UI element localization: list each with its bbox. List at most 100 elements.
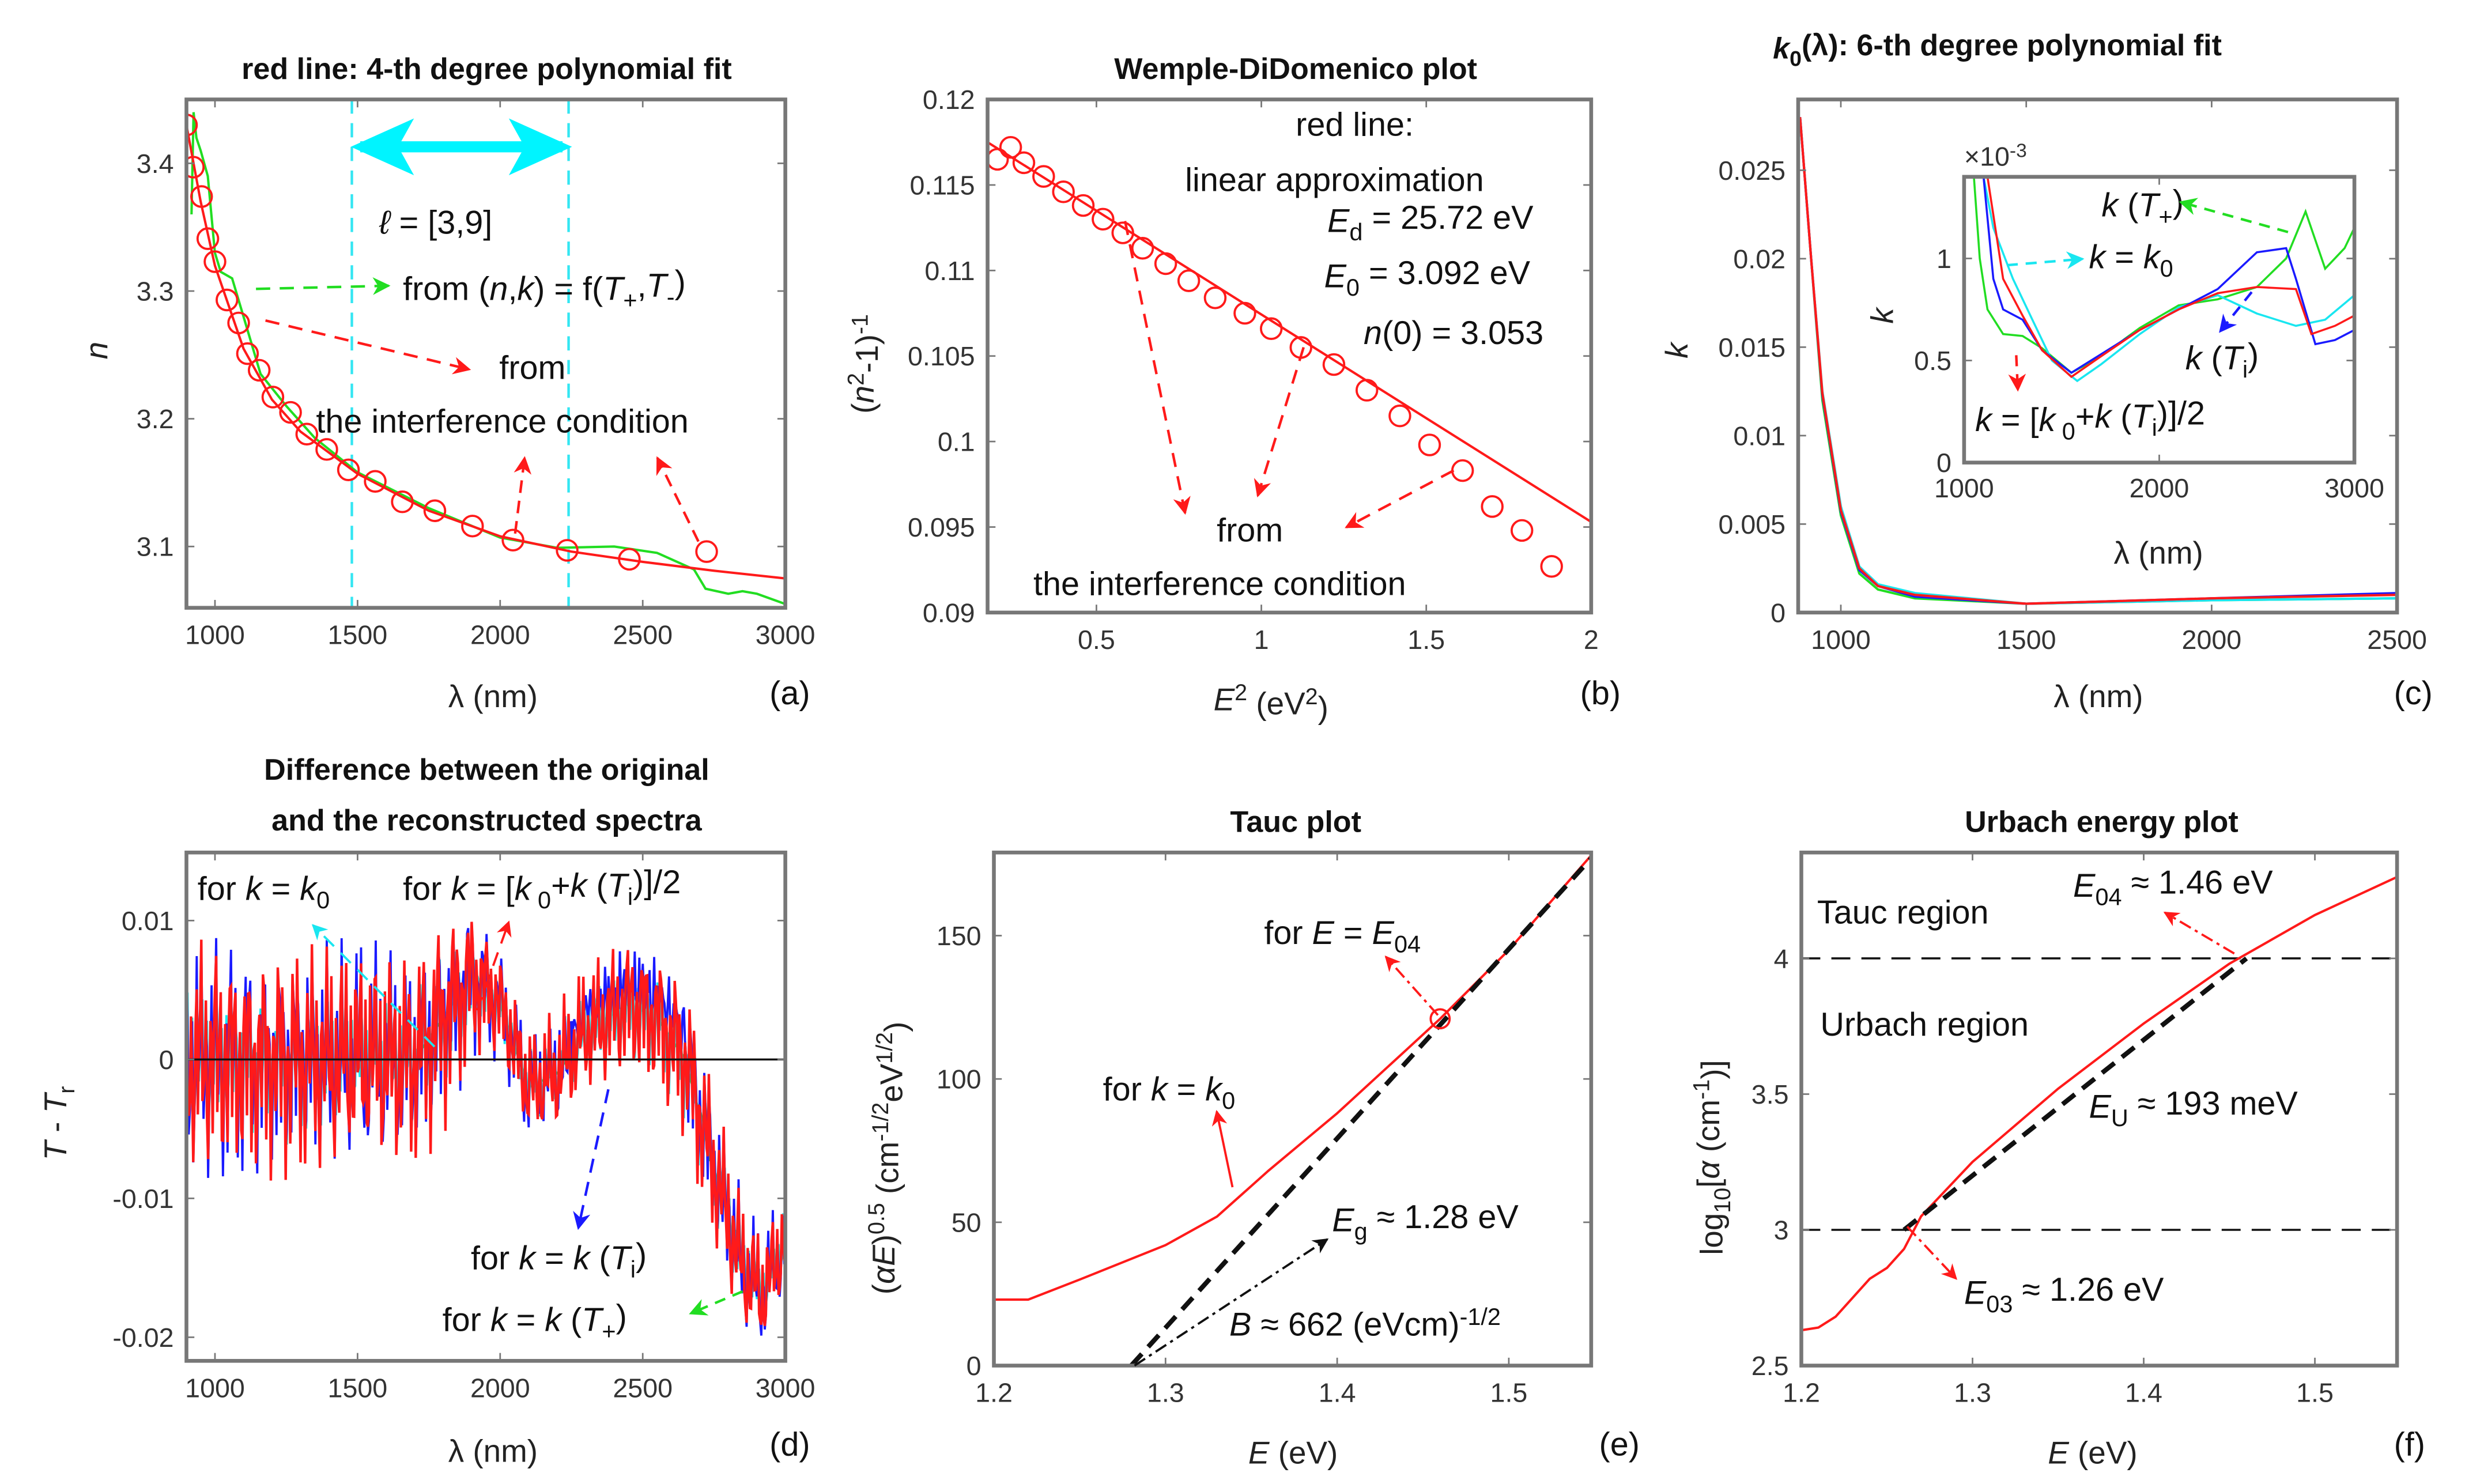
ed-label: Ed = 25.72 eV bbox=[1327, 199, 1534, 246]
text-segment: B bbox=[1229, 1306, 1251, 1343]
text-segment: k bbox=[490, 1301, 509, 1338]
text-segment: ≈ 1.28 eV bbox=[1368, 1199, 1519, 1236]
arrow-red bbox=[1123, 221, 1191, 515]
text-segment: k bbox=[2094, 398, 2113, 435]
x-tick-label: 0.5 bbox=[1078, 625, 1115, 655]
text-segment: ≈ 1.26 eV bbox=[2013, 1271, 2164, 1308]
data-point bbox=[295, 422, 319, 445]
text-segment: k bbox=[573, 1240, 592, 1277]
y-tick-label: 50 bbox=[952, 1207, 982, 1237]
series-red-line bbox=[186, 922, 786, 1326]
data-point bbox=[261, 386, 285, 409]
data-point bbox=[1154, 252, 1177, 275]
y-tick-label: 0.02 bbox=[1733, 244, 1785, 274]
data-point bbox=[1131, 237, 1154, 260]
text-segment: i bbox=[631, 1256, 636, 1283]
text-segment: n bbox=[845, 386, 881, 403]
y-tick-label: 0 bbox=[1771, 598, 1785, 628]
text-segment: ) = f( bbox=[534, 271, 603, 308]
plot-area bbox=[1799, 117, 2398, 605]
text-segment: )]/2 bbox=[633, 864, 681, 901]
tauc-linear-fit bbox=[1129, 856, 1591, 1366]
x-tick-label: 1.4 bbox=[1319, 1378, 1356, 1408]
text-segment: (eV) bbox=[1269, 1434, 1338, 1470]
urbach-region-label: Urbach region bbox=[1820, 1006, 2029, 1043]
data-point bbox=[556, 539, 579, 562]
panel-b-axes: 0.5 1 1.5 2 0.09 0.095 0.1 0.105 0.11 0.115 0.12 bbox=[908, 85, 1599, 655]
urbach-linear-fit bbox=[1902, 956, 2248, 1232]
panel-a-axes: 1000 1500 2000 2500 3000 3.1 3.2 3.3 3.4 bbox=[137, 97, 815, 650]
text-segment: ≈ 193 meV bbox=[2128, 1085, 2298, 1122]
data-point bbox=[1388, 404, 1411, 428]
text-segment: , bbox=[508, 271, 517, 308]
x-tick-label: 1.5 bbox=[2296, 1378, 2334, 1408]
text-segment: )]/2 bbox=[2157, 395, 2205, 432]
k-ti-label: k (Ti) bbox=[2185, 337, 2259, 383]
annotation-arrows bbox=[311, 911, 2235, 1367]
y-tick-label: 100 bbox=[937, 1064, 982, 1094]
text-segment: k bbox=[246, 870, 264, 907]
text-segment: = 25.72 eV bbox=[1362, 199, 1534, 236]
text-segment: for bbox=[443, 1301, 490, 1338]
data-point bbox=[203, 250, 227, 273]
x-tick-label: 1500 bbox=[328, 620, 388, 650]
inset-plot: 1000 2000 3000 0 0.5 1 bbox=[1914, 175, 2384, 503]
data-point bbox=[461, 515, 484, 538]
arrow-red bbox=[1384, 956, 1439, 1016]
x-tick-label: 1.5 bbox=[1407, 625, 1445, 655]
text-segment: d bbox=[1349, 218, 1362, 246]
for-kavg-label: for k = [k 0+k (Ti)]/2 bbox=[403, 864, 681, 913]
y-tick-label: 3 bbox=[1774, 1215, 1789, 1245]
x-tick-label: 2000 bbox=[2130, 473, 2190, 503]
text-segment: T bbox=[647, 267, 669, 304]
text-segment: g bbox=[1354, 1218, 1368, 1245]
text-segment: 1/2 bbox=[872, 1032, 897, 1064]
axes-frame bbox=[1796, 97, 2399, 615]
text-segment: k bbox=[451, 870, 469, 907]
panel-b-title: Wemple-DiDomenico plot bbox=[1114, 52, 1477, 86]
text-segment: ( bbox=[845, 403, 881, 413]
axes-frame bbox=[184, 850, 787, 1363]
arrow-cyan bbox=[311, 924, 436, 1048]
text-segment: -1 bbox=[847, 314, 873, 334]
text-segment: 0 bbox=[1346, 274, 1360, 301]
panel-c-xlabel: λ (nm) bbox=[2053, 678, 2143, 714]
y-tick-label: 1 bbox=[1936, 244, 1951, 274]
panel-b: Wemple-DiDomenico plot E2 (eV2) (n2-1)-1… bbox=[843, 52, 1621, 726]
text-segment: ) bbox=[616, 1298, 627, 1335]
y-tick-label: 0 bbox=[1936, 448, 1951, 478]
text-segment: ℓ bbox=[379, 204, 391, 241]
arrow-red bbox=[265, 319, 471, 375]
y-tick-label: 0.01 bbox=[1733, 421, 1785, 451]
panel-a-title: red line: 4-th degree polynomial fit bbox=[241, 52, 732, 86]
data-point bbox=[1322, 353, 1346, 376]
text-segment: ) bbox=[636, 1237, 647, 1274]
y-tick-label: 3.2 bbox=[137, 404, 174, 434]
inset-ylabel: k bbox=[1864, 307, 1900, 324]
arrow-cyan bbox=[2006, 251, 2085, 269]
panel-e: Tauc plot E (eV) (αE)0.5 (cm-1/2eV1/2) (… bbox=[864, 806, 1640, 1471]
text-segment: T bbox=[2138, 187, 2161, 224]
y-tick-label: 0 bbox=[967, 1351, 982, 1381]
y-tick-label: 0.1 bbox=[938, 427, 975, 457]
data-point bbox=[216, 288, 239, 312]
text-segment: = bbox=[507, 1301, 545, 1338]
text-segment: 0 bbox=[1790, 46, 1802, 70]
y-tick-label: 0.115 bbox=[909, 170, 975, 200]
k-tplus-label: k (T+) bbox=[2101, 184, 2184, 230]
x-tick-label: 1500 bbox=[328, 1373, 388, 1403]
text-segment: 2 bbox=[1235, 680, 1247, 705]
text-segment: U bbox=[2111, 1104, 2128, 1131]
text-segment: Tauc region bbox=[1817, 894, 1989, 931]
text-segment: k bbox=[519, 1240, 537, 1277]
text-segment: 0 bbox=[2160, 255, 2173, 282]
text-segment: k bbox=[1205, 1071, 1224, 1108]
x-tick-label: 2500 bbox=[613, 1373, 673, 1403]
text-segment: αE bbox=[866, 1244, 901, 1284]
text-segment: eV bbox=[874, 1063, 909, 1102]
panel-d-axes: 1000 1500 2000 2500 3000 -0.02 -0.01 0 0.01 bbox=[112, 850, 815, 1403]
text-segment: 04 bbox=[1394, 931, 1421, 958]
panel-b-ylabel: (n2-1)-1 bbox=[843, 314, 885, 414]
